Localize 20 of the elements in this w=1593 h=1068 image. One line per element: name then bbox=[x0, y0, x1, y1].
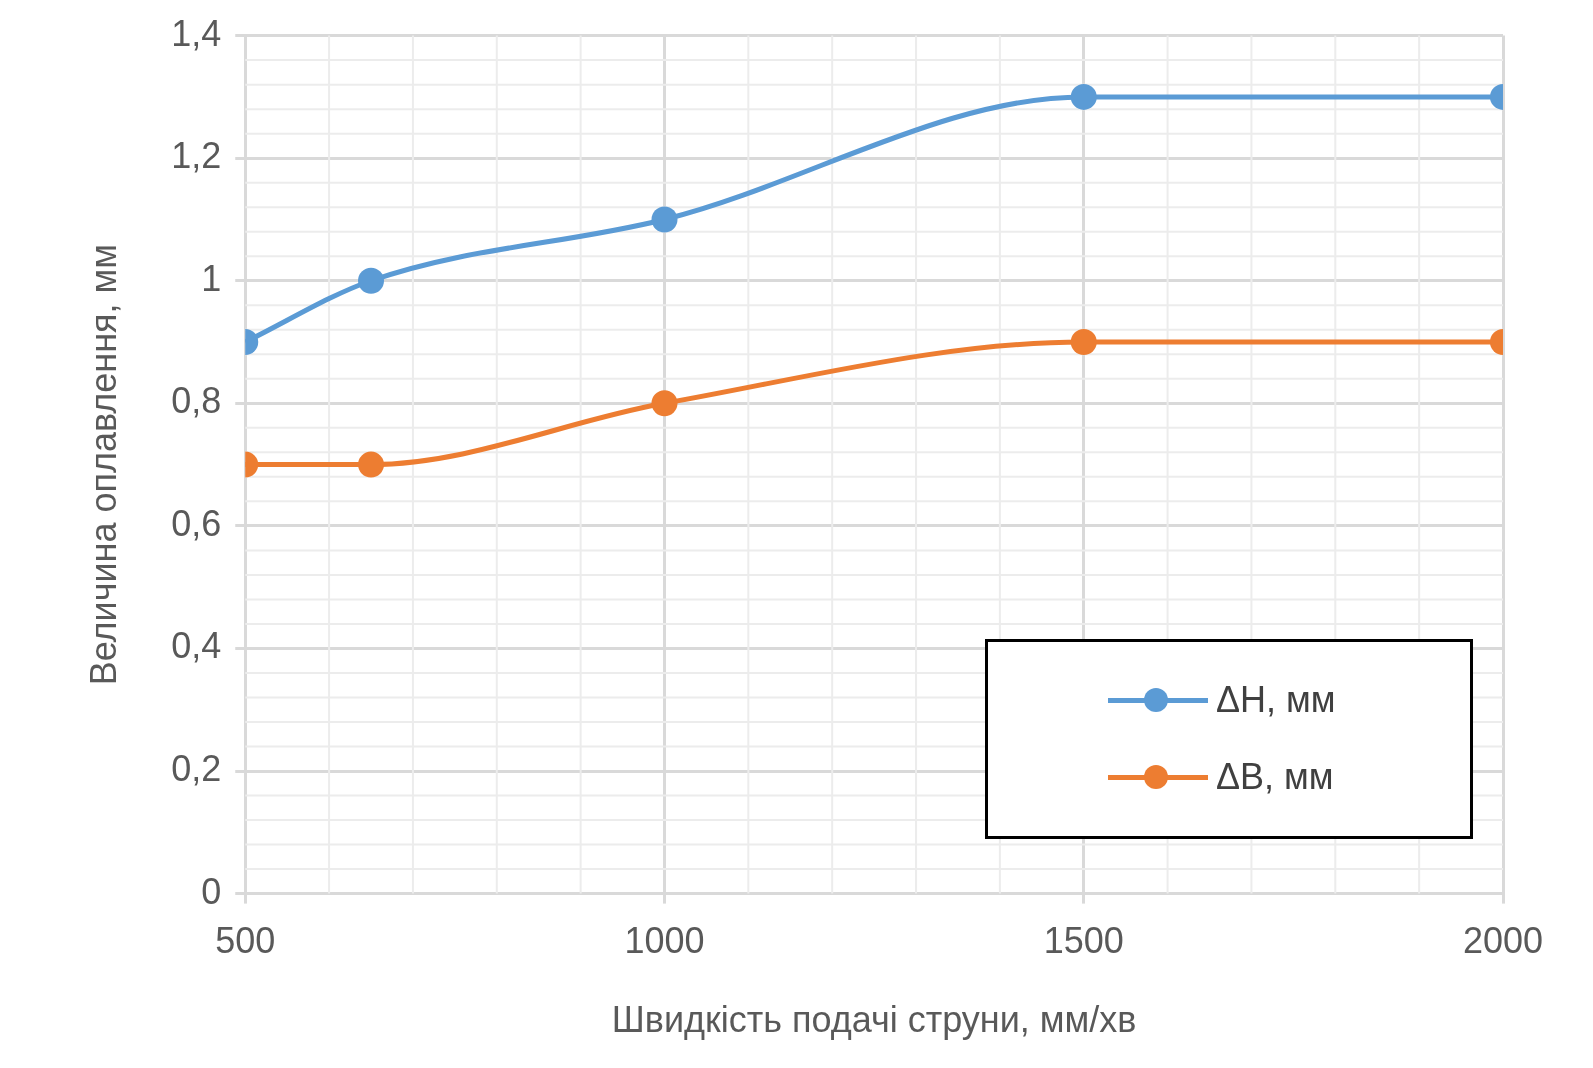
legend-label: ΔB, мм bbox=[1216, 756, 1334, 799]
legend-label: ΔH, мм bbox=[1216, 679, 1336, 722]
x-axis-title: Швидкість подачі струни, мм/хв bbox=[611, 999, 1137, 1041]
point bbox=[651, 206, 678, 233]
point bbox=[358, 267, 385, 294]
y-tick-label: 0 bbox=[201, 870, 222, 912]
y-axis-title: Величина оплавлення, мм bbox=[82, 243, 124, 686]
x-tick-label: 1500 bbox=[1043, 920, 1124, 962]
point bbox=[651, 390, 678, 417]
y-tick-label: 0,8 bbox=[171, 380, 222, 422]
y-tick-label: 0,2 bbox=[171, 747, 222, 789]
x-tick-label: 2000 bbox=[1462, 920, 1544, 962]
x-tick-label: 500 bbox=[215, 920, 276, 962]
y-tick-label: 1 bbox=[201, 257, 222, 299]
point bbox=[358, 451, 385, 478]
y-tick-label: 0,4 bbox=[171, 625, 222, 667]
y-tick-label: 0,6 bbox=[171, 502, 222, 544]
x-tick-label: 1000 bbox=[624, 920, 705, 962]
y-tick-label: 1,2 bbox=[171, 135, 222, 177]
y-tick-label: 1,4 bbox=[171, 12, 222, 54]
